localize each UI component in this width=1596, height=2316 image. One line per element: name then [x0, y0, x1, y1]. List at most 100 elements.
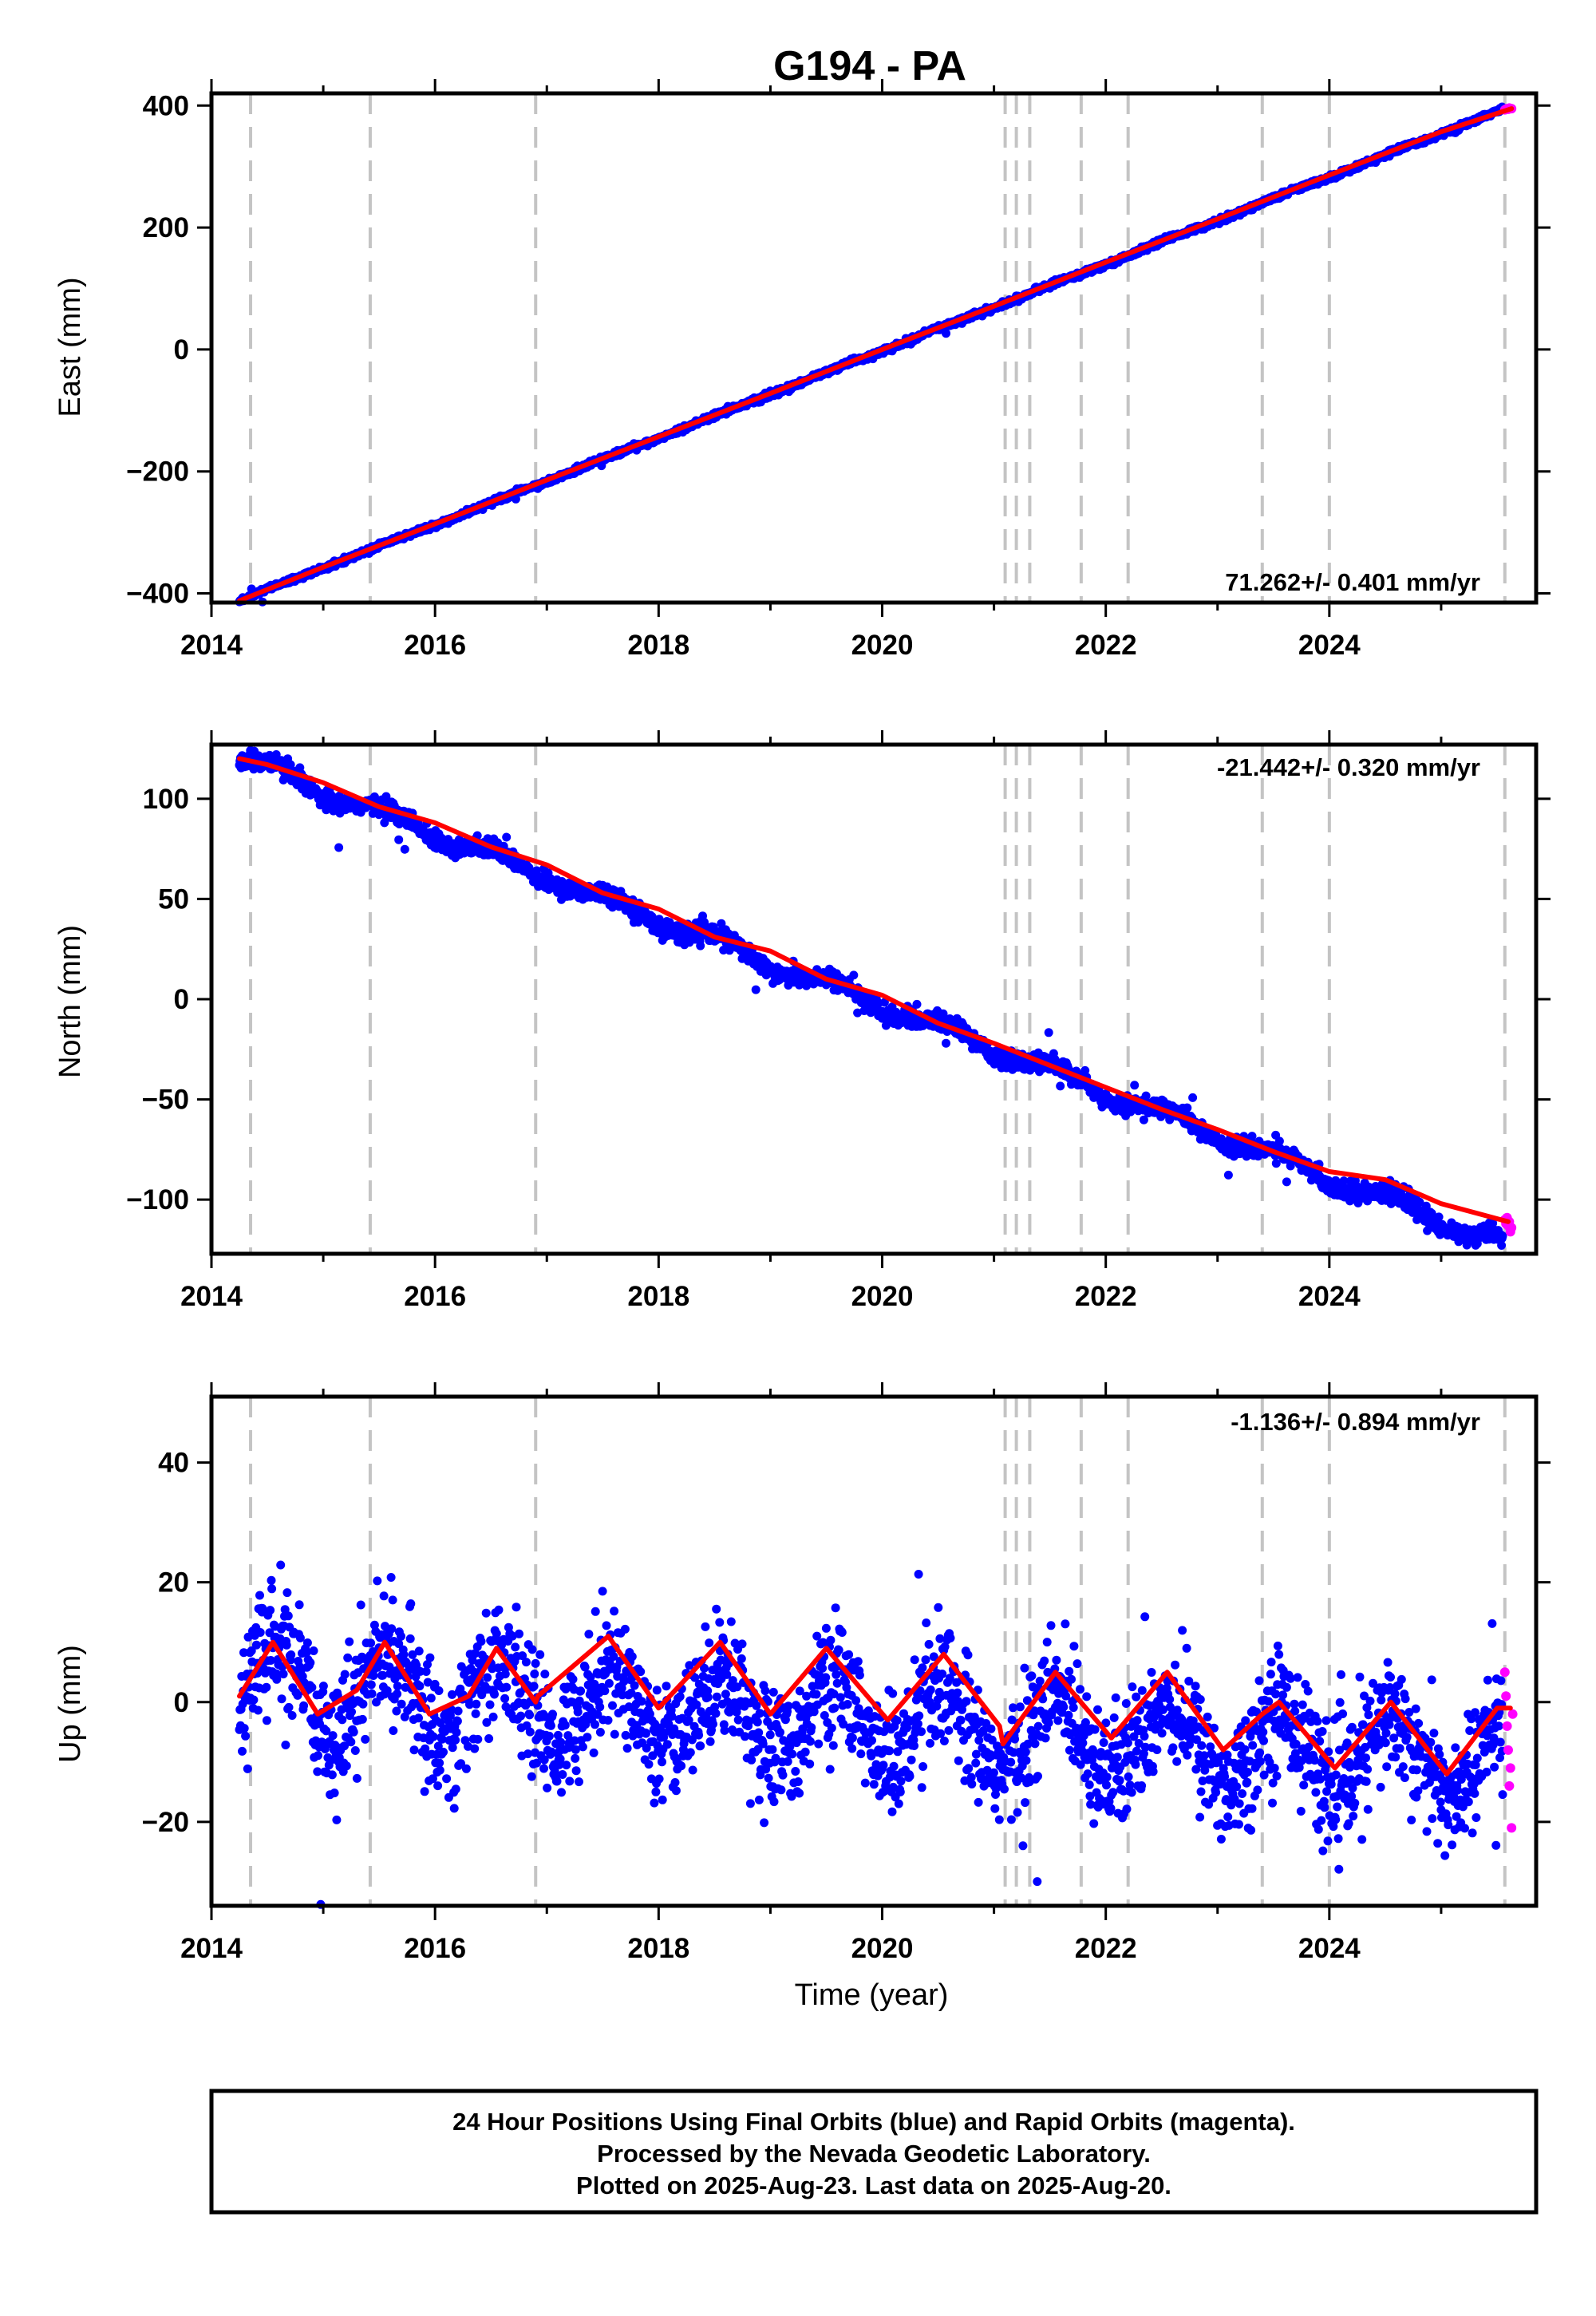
up-final-orbit-point [361, 1734, 370, 1744]
north-final-orbit-point [1183, 1103, 1192, 1113]
east-y-tick-label: −200 [126, 456, 189, 488]
up-final-orbit-point [249, 1695, 259, 1705]
north-y-axis-label: North (mm) [53, 925, 87, 1078]
north-x-tick-label: 2022 [1075, 1281, 1137, 1312]
east-y-tick-label: 400 [143, 90, 189, 121]
north-y-tick-label: −100 [126, 1184, 189, 1215]
up-final-orbit-point [366, 1638, 376, 1648]
up-final-orbit-point [309, 1646, 318, 1655]
north-final-orbit-point [696, 941, 705, 951]
east-rate-label: 71.262+/- 0.401 mm/yr [1225, 568, 1480, 596]
up-final-orbit-point [327, 1770, 337, 1780]
north-final-orbit-point [1188, 1093, 1198, 1102]
up-final-orbit-point [358, 1714, 367, 1724]
east-x-tick-label: 2024 [1298, 630, 1361, 661]
up-final-orbit-point [262, 1682, 271, 1692]
north-final-orbit-point [1282, 1177, 1291, 1187]
up-final-orbit-point [345, 1637, 354, 1646]
up-final-orbit-point [307, 1682, 317, 1692]
north-x-tick-label: 2024 [1298, 1281, 1361, 1312]
up-final-orbit-point [253, 1705, 263, 1715]
up-final-orbit-point [343, 1653, 353, 1662]
east-y-tick-label: 0 [174, 334, 189, 366]
east-y-tick-label: −400 [126, 579, 189, 610]
east-x-tick-label: 2022 [1075, 630, 1137, 661]
up-final-orbit-point [295, 1633, 305, 1642]
north-final-orbit-point [1223, 1170, 1233, 1180]
up-final-orbit-point [332, 1815, 342, 1824]
up-final-orbit-point [267, 1584, 277, 1594]
north-model-fit-line [237, 756, 1511, 1224]
north-rapid-orbit-point [1507, 1223, 1517, 1233]
north-final-orbit-point [1247, 1132, 1257, 1141]
east-y-tick-label: 200 [143, 212, 189, 243]
north-final-orbit-point [334, 843, 344, 852]
up-final-orbit-point [302, 1638, 312, 1647]
up-final-orbit-point [367, 1689, 377, 1698]
up-final-orbit-point [338, 1715, 347, 1725]
north-final-orbit-point [1056, 1081, 1065, 1091]
north-final-orbit-point [912, 999, 922, 1009]
north-x-tick-label: 2020 [851, 1281, 914, 1312]
north-x-tick-label: 2018 [627, 1281, 689, 1312]
east-x-tick-label: 2016 [404, 630, 466, 661]
up-final-orbit-point [286, 1650, 296, 1659]
up-observations [235, 1560, 1518, 1909]
up-final-orbit-point [330, 1788, 339, 1798]
north-final-orbit-point [1044, 1028, 1053, 1037]
up-final-orbit-point [294, 1600, 304, 1610]
east-final-orbit-point [511, 494, 520, 504]
north-final-orbit-point [394, 835, 404, 844]
up-final-orbit-point [276, 1560, 286, 1570]
north-plot-layer: −100 −50 0 50 100 2014 2016 2018 2020 2022 2024 [126, 730, 1551, 1312]
up-final-orbit-point [340, 1670, 350, 1679]
up-final-orbit-point [306, 1658, 315, 1667]
east-x-tick-label: 2018 [627, 630, 689, 661]
north-final-orbit-point [849, 970, 859, 980]
up-final-orbit-point [282, 1640, 291, 1650]
up-final-orbit-point [366, 1680, 376, 1690]
east-final-orbit-point [942, 329, 950, 338]
up-final-orbit-point [279, 1670, 288, 1679]
up-final-orbit-point [349, 1727, 358, 1737]
up-final-orbit-point [318, 1682, 328, 1691]
north-final-orbit-point [1271, 1159, 1281, 1168]
up-final-orbit-point [277, 1694, 286, 1704]
north-x-tick-label: 2014 [180, 1281, 243, 1312]
up-final-orbit-point [243, 1764, 252, 1773]
north-panel: −100 −50 0 50 100 2014 2016 2018 2020 2022 2024 -2… [53, 730, 1551, 1312]
up-final-orbit-point [299, 1701, 309, 1710]
up-final-orbit-point [281, 1741, 290, 1749]
up-final-orbit-point [328, 1731, 338, 1741]
north-final-orbit-point [751, 985, 760, 994]
up-final-orbit-point [239, 1724, 249, 1733]
up-final-orbit-point [342, 1761, 351, 1771]
north-final-orbit-point [942, 1038, 950, 1048]
north-y-tick-label: −50 [142, 1085, 189, 1116]
up-final-orbit-point [356, 1600, 365, 1610]
up-final-orbit-point [358, 1699, 368, 1709]
up-final-orbit-point [287, 1711, 297, 1720]
north-y-tick-label: 100 [143, 784, 189, 815]
up-final-orbit-point [350, 1746, 360, 1755]
up-final-orbit-point [314, 1751, 322, 1761]
north-y-tick-label: 50 [158, 883, 189, 915]
up-final-orbit-point [262, 1716, 271, 1725]
up-final-orbit-point [283, 1611, 293, 1621]
up-final-orbit-point [267, 1575, 276, 1585]
up-final-orbit-point [238, 1746, 247, 1756]
up-final-orbit-point [284, 1702, 294, 1712]
north-rate-label: -21.442+/- 0.320 mm/yr [1217, 753, 1480, 781]
north-final-orbit-point [400, 844, 409, 854]
up-final-orbit-point [241, 1731, 251, 1741]
east-x-tick-label: 2020 [851, 630, 914, 661]
north-x-tick-label: 2016 [404, 1281, 466, 1312]
north-y-tick-label: 0 [174, 984, 189, 1015]
up-final-orbit-point [352, 1773, 361, 1783]
north-final-orbit-point [1498, 1231, 1507, 1241]
figure-title: G194 - PA [773, 43, 966, 89]
